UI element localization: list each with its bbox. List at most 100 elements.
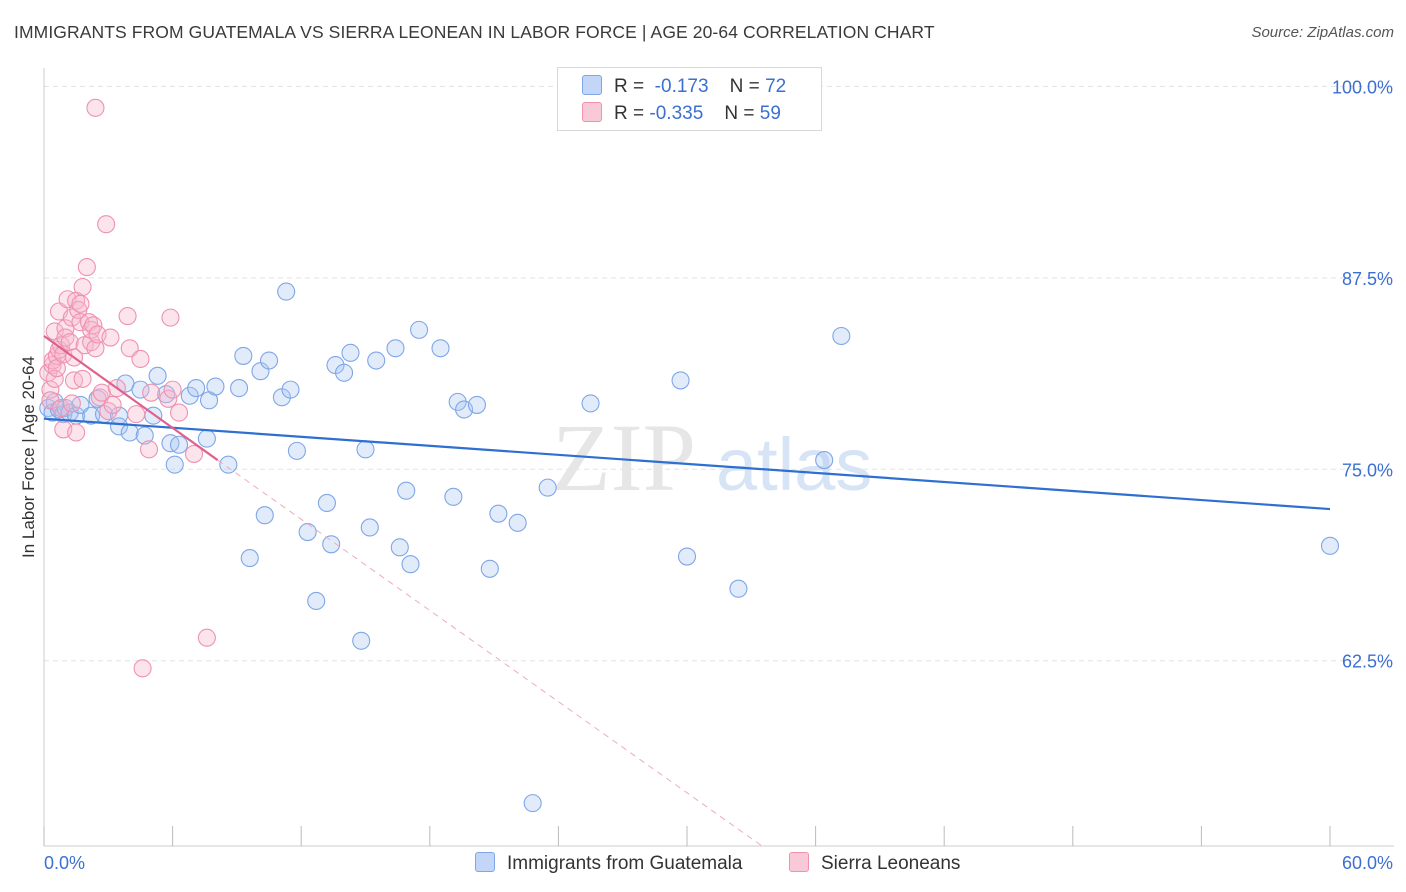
point-guatemala bbox=[677, 547, 697, 566]
point-guatemala bbox=[287, 441, 306, 460]
point-sierra-leonean bbox=[71, 294, 90, 313]
point-sierra-leonean bbox=[103, 395, 122, 414]
point-guatemala bbox=[255, 506, 274, 525]
point-sierra-leonean bbox=[169, 403, 189, 422]
point-guatemala bbox=[671, 371, 690, 390]
point-guatemala bbox=[410, 320, 429, 339]
axes bbox=[43, 68, 1394, 847]
point-guatemala bbox=[307, 591, 326, 611]
point-guatemala bbox=[489, 504, 508, 523]
y-axis-label: In Labor Force | Age 20-64 bbox=[19, 356, 38, 558]
trend-extension-sierra-leonean bbox=[217, 459, 763, 847]
legend-swatch-pink bbox=[789, 852, 809, 872]
n-value: 72 bbox=[765, 76, 787, 97]
source-label: Source: ZipAtlas.com bbox=[1251, 24, 1394, 41]
y-tick-label: 75.0% bbox=[1342, 460, 1393, 480]
point-guatemala bbox=[298, 522, 317, 542]
point-guatemala bbox=[367, 351, 386, 370]
point-guatemala bbox=[135, 426, 154, 445]
gridlines bbox=[44, 85, 1394, 662]
point-sierra-leonean bbox=[120, 339, 139, 358]
trend-lines bbox=[43, 335, 1331, 847]
point-guatemala bbox=[281, 380, 300, 399]
point-sierra-leonean bbox=[86, 339, 105, 358]
point-guatemala bbox=[341, 343, 360, 362]
point-sierra-leonean bbox=[133, 659, 152, 678]
point-guatemala bbox=[448, 392, 467, 411]
point-guatemala bbox=[206, 377, 225, 396]
point-guatemala bbox=[401, 555, 420, 574]
point-guatemala bbox=[397, 481, 416, 500]
correlation-legend: R = -0.173 N = 72 R = -0.335 N = 59 bbox=[557, 67, 822, 131]
point-guatemala bbox=[360, 518, 379, 537]
point-sierra-leonean bbox=[77, 258, 96, 277]
n-label: N = bbox=[729, 76, 760, 97]
point-guatemala bbox=[322, 535, 341, 554]
point-sierra-leonean bbox=[67, 423, 86, 442]
point-guatemala bbox=[219, 455, 238, 474]
point-guatemala bbox=[581, 394, 600, 413]
point-guatemala bbox=[431, 339, 450, 358]
point-guatemala bbox=[508, 513, 527, 532]
point-sierra-leonean bbox=[161, 308, 180, 327]
point-sierra-leonean bbox=[73, 369, 92, 388]
x-tick-label-max: 60.0% bbox=[1342, 853, 1393, 873]
point-guatemala bbox=[480, 559, 499, 578]
legend-swatch-blue bbox=[582, 75, 602, 95]
n-value: 59 bbox=[759, 103, 781, 124]
trend-line-sierra-leonean bbox=[43, 335, 219, 461]
watermark-atlas: atlas bbox=[716, 423, 872, 506]
point-guatemala bbox=[1320, 536, 1340, 555]
watermark-zip: ZIP bbox=[552, 404, 696, 511]
point-sierra-leonean bbox=[101, 328, 120, 347]
x-tick-label-min: 0.0% bbox=[44, 853, 85, 873]
point-guatemala bbox=[120, 423, 139, 442]
point-guatemala bbox=[815, 451, 834, 470]
point-guatemala bbox=[356, 440, 375, 459]
point-sierra-leonean bbox=[86, 98, 105, 117]
point-sierra-leonean bbox=[127, 405, 146, 424]
point-sierra-leonean bbox=[62, 308, 81, 327]
legend-swatch-pink bbox=[582, 102, 602, 122]
point-sierra-leonean bbox=[184, 444, 204, 463]
watermark: ZIP atlas bbox=[552, 404, 872, 511]
point-guatemala bbox=[538, 478, 557, 497]
trend-line-guatemala bbox=[43, 417, 1331, 511]
point-sierra-leonean bbox=[84, 316, 103, 335]
point-guatemala bbox=[832, 326, 851, 346]
point-sierra-leonean bbox=[45, 369, 64, 388]
point-guatemala bbox=[317, 493, 336, 512]
point-sierra-leonean bbox=[159, 389, 178, 408]
point-guatemala bbox=[197, 429, 216, 448]
point-guatemala bbox=[729, 579, 748, 598]
point-sierra-leonean bbox=[139, 440, 159, 459]
point-sierra-leonean bbox=[52, 398, 71, 418]
tick-labels: 100.0% 87.5% 75.0% 62.5% 0.0% 60.0% bbox=[44, 77, 1393, 873]
point-sierra-leonean bbox=[60, 333, 79, 352]
point-guatemala bbox=[352, 631, 371, 650]
r-value: -0.335 bbox=[649, 103, 704, 124]
r-label: R = bbox=[614, 103, 645, 124]
point-sierra-leonean bbox=[197, 628, 216, 647]
legend-row-guatemala: R = -0.173 N = 72 bbox=[582, 75, 786, 99]
point-sierra-leonean bbox=[41, 380, 60, 399]
point-guatemala bbox=[131, 380, 150, 399]
chart-title: IMMIGRANTS FROM GUATEMALA VS SIERRA LEON… bbox=[14, 22, 935, 42]
point-guatemala bbox=[229, 379, 249, 398]
point-guatemala bbox=[157, 385, 176, 404]
legend-swatch-blue bbox=[475, 852, 495, 872]
point-guatemala bbox=[187, 379, 206, 398]
point-guatemala bbox=[277, 282, 296, 301]
point-sierra-leonean bbox=[118, 307, 137, 326]
point-guatemala bbox=[467, 395, 487, 414]
point-guatemala bbox=[240, 549, 259, 568]
y-tick-label: 62.5% bbox=[1342, 652, 1393, 672]
r-value: -0.173 bbox=[654, 76, 709, 97]
point-guatemala bbox=[259, 351, 279, 370]
point-sierra-leonean bbox=[73, 277, 92, 297]
point-guatemala bbox=[109, 417, 129, 436]
point-sierra-leonean bbox=[82, 320, 101, 339]
legend-label: Immigrants from Guatemala bbox=[507, 853, 743, 874]
point-guatemala bbox=[523, 794, 542, 813]
